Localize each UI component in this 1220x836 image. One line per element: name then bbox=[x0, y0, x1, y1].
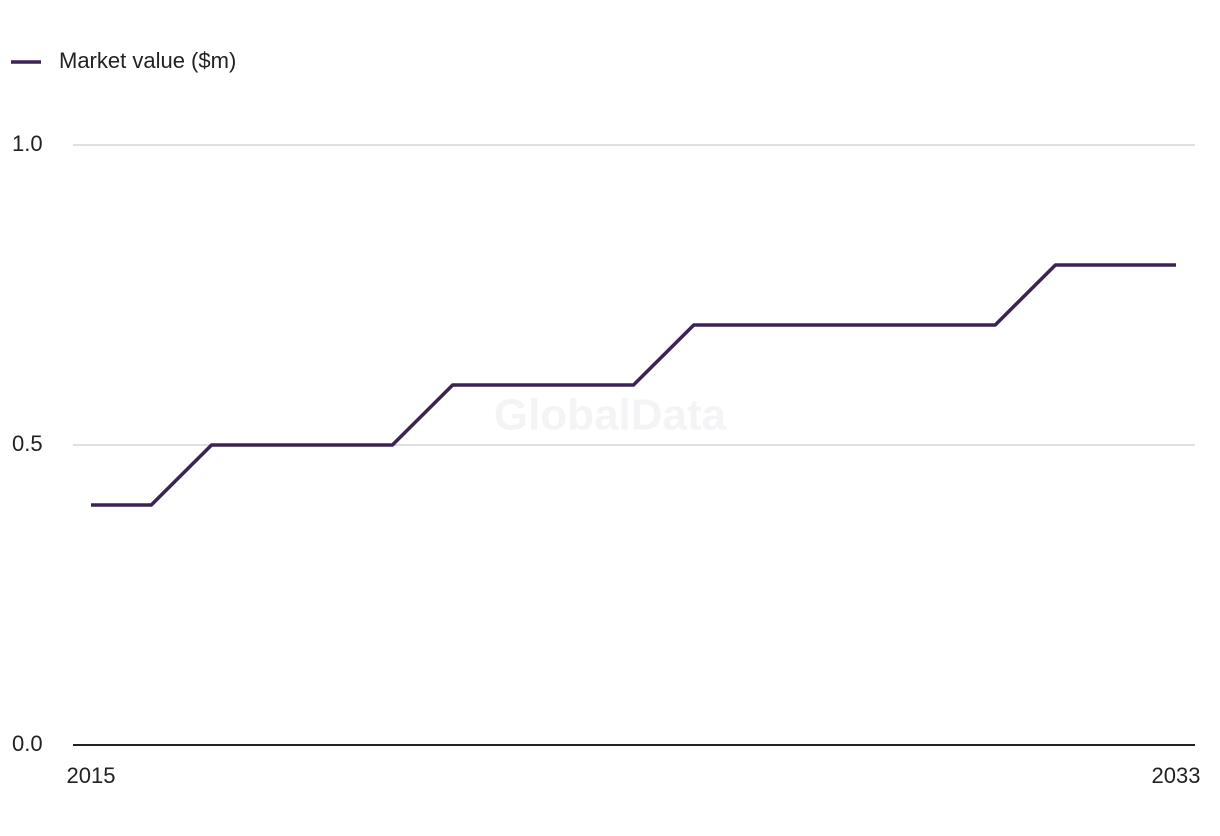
y-tick-label: 0.5 bbox=[12, 431, 43, 456]
line bbox=[91, 263, 1176, 507]
legend-label: Market value ($m) bbox=[59, 48, 236, 73]
watermark: GlobalData bbox=[494, 391, 727, 440]
x-tick-label: 2015 bbox=[67, 763, 116, 788]
y-tick-label: 1.0 bbox=[12, 131, 43, 156]
x-tick-label: 2033 bbox=[1152, 763, 1201, 788]
y-tick-label: 0.0 bbox=[12, 731, 43, 756]
